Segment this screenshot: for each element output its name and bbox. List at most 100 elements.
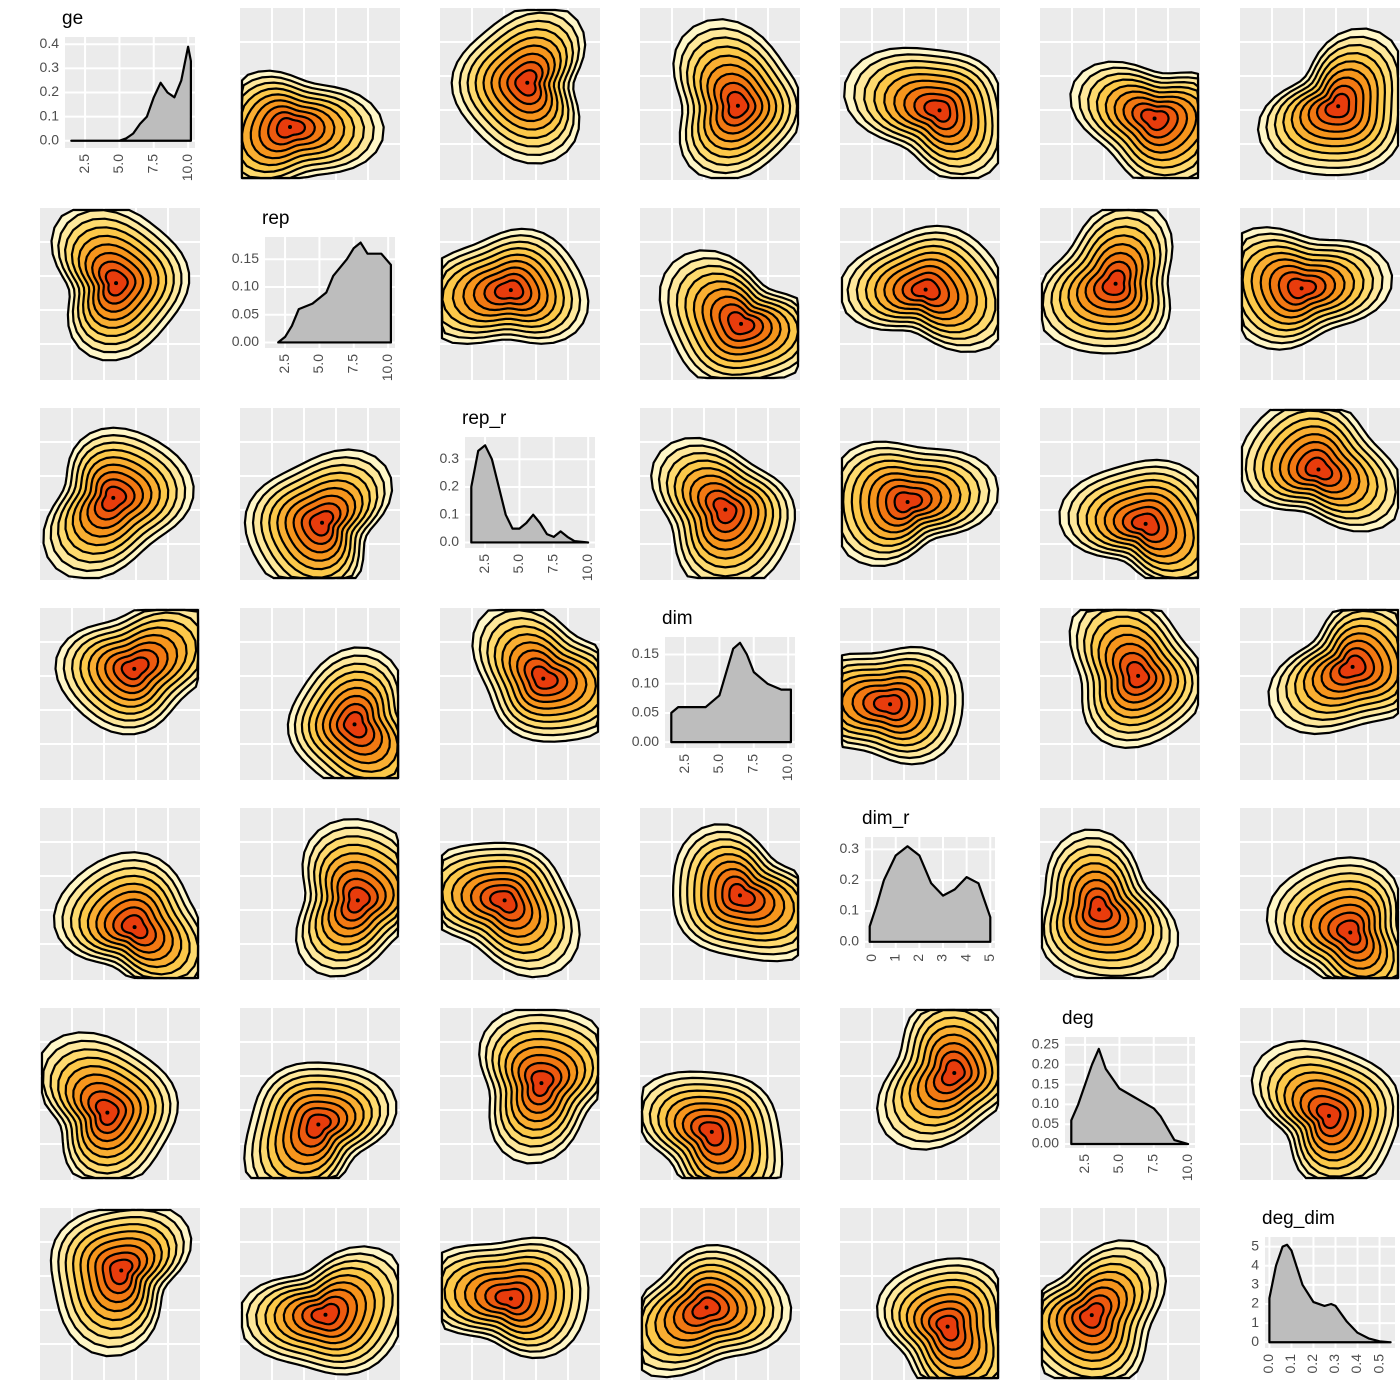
density-peak (739, 321, 744, 326)
density-peak (111, 495, 116, 500)
y-tick-label: 0.0 (440, 533, 460, 549)
y-tick-label: 0.2 (440, 478, 460, 494)
contour-panel (440, 1008, 600, 1180)
density-peak (355, 898, 360, 903)
x-tick-label: 5.0 (310, 354, 326, 374)
y-tick-label: 5 (1251, 1237, 1259, 1253)
x-tick-label: 0 (863, 954, 879, 962)
contour-panel (440, 1208, 600, 1380)
y-tick-label: 0.2 (840, 871, 860, 887)
density-area (670, 641, 792, 744)
x-tick-label: 7.5 (544, 554, 560, 574)
density-peak (132, 925, 137, 930)
contour-panel (40, 1008, 200, 1180)
density-peak (1136, 673, 1141, 678)
density-peak (723, 507, 728, 512)
density-peak (888, 702, 893, 707)
y-tick-label: 0.0 (40, 131, 60, 147)
density-area (277, 241, 392, 344)
density-peak (737, 893, 742, 898)
panel-title: dim (662, 608, 693, 629)
density-peak (132, 666, 137, 671)
contour-panel (840, 1008, 1000, 1180)
x-tick-label: 7.5 (744, 754, 760, 774)
x-tick-label: 2.5 (476, 554, 492, 574)
contour-panel (40, 408, 200, 580)
x-tick-label: 5.0 (1110, 1154, 1126, 1174)
panel-title: deg_dim (1262, 1208, 1335, 1229)
density-contour (1101, 269, 1126, 296)
density-peak (508, 288, 513, 293)
x-tick-label: 3 (934, 954, 950, 962)
y-tick-label: 0.05 (232, 305, 259, 321)
x-tick-label: 7.5 (344, 354, 360, 374)
contour-panel (1040, 608, 1200, 780)
panel-title: rep_r (462, 408, 507, 429)
x-tick-label: 5.0 (110, 154, 126, 174)
y-tick-label: 0.1 (40, 107, 60, 123)
y-tick-label: 0.10 (1032, 1095, 1059, 1111)
density-peak (288, 125, 293, 130)
density-peak (1089, 1313, 1094, 1318)
density-peak (1113, 281, 1118, 286)
x-tick-label: 7.5 (1144, 1154, 1160, 1174)
density-area (70, 45, 192, 142)
x-tick-label: 10.0 (379, 354, 395, 381)
y-tick-label: 0.1 (440, 505, 460, 521)
x-tick-label: 5 (981, 954, 997, 962)
density-peak (709, 1129, 714, 1134)
x-tick-label: 10.0 (179, 154, 195, 181)
contour-panel (240, 8, 400, 180)
x-tick-label: 10.0 (1179, 1154, 1195, 1181)
contour-panel (1040, 208, 1200, 380)
contour-panel (440, 208, 600, 380)
x-tick-label: 2.5 (676, 754, 692, 774)
contour-panel (840, 1208, 1000, 1380)
x-tick-label: 1 (886, 954, 902, 962)
density-peak (508, 1296, 513, 1301)
x-tick-label: 2.5 (276, 354, 292, 374)
density-peak (1350, 664, 1355, 669)
contour-panel (40, 608, 200, 780)
contour-panel (1240, 408, 1400, 580)
density-peak (502, 898, 507, 903)
density-peak (704, 1305, 709, 1310)
contour-panel (440, 8, 600, 180)
x-tick-label: 4 (957, 954, 973, 962)
density-panel: ge 0.0 0.1 0.2 0.3 0.4 2.5 5.0 7.5 10.0 (40, 8, 195, 181)
y-tick-label: 2 (1251, 1295, 1259, 1311)
contour-panel (640, 1008, 800, 1180)
contour-panel (1240, 608, 1400, 780)
density-peak (923, 287, 928, 292)
contour-panel (240, 1008, 400, 1180)
contour-panel (840, 608, 1000, 780)
y-tick-label: 0.05 (632, 704, 659, 720)
density-peak (1143, 521, 1148, 526)
contour-panel (840, 8, 1000, 180)
contour-panel (840, 208, 1000, 380)
x-tick-label: 5.0 (510, 554, 526, 574)
y-tick-label: 0.1 (840, 902, 860, 918)
contour-panel (1240, 8, 1400, 180)
density-panel: dim 0.00 0.05 0.10 0.15 2.5 5.0 7.5 10.0 (632, 608, 795, 781)
contour-panel (240, 1208, 400, 1380)
density-contour (728, 883, 756, 907)
contour-panel (1040, 1208, 1200, 1380)
density-peak (316, 1122, 321, 1127)
density-peak (114, 281, 119, 286)
density-area (470, 444, 590, 544)
density-panel: deg_dim 0 1 2 3 4 5 0.0 0.1 0.2 0.3 0.4 0.5 (1251, 1208, 1395, 1373)
density-peak (905, 500, 910, 505)
x-tick-label: 0.5 (1370, 1354, 1386, 1374)
density-peak (937, 108, 942, 113)
y-tick-label: 4 (1251, 1256, 1259, 1272)
y-tick-label: 0.00 (232, 333, 259, 349)
contour-panel (1040, 808, 1200, 980)
density-panel: rep_r 0.0 0.1 0.2 0.3 2.5 5.0 7.5 10.0 (440, 408, 595, 581)
panel-title: deg (1062, 1008, 1094, 1029)
contour-panel (240, 808, 400, 980)
density-area (1070, 1047, 1190, 1146)
x-tick-label: 10.0 (779, 754, 795, 781)
contour-panel (1240, 1008, 1400, 1180)
